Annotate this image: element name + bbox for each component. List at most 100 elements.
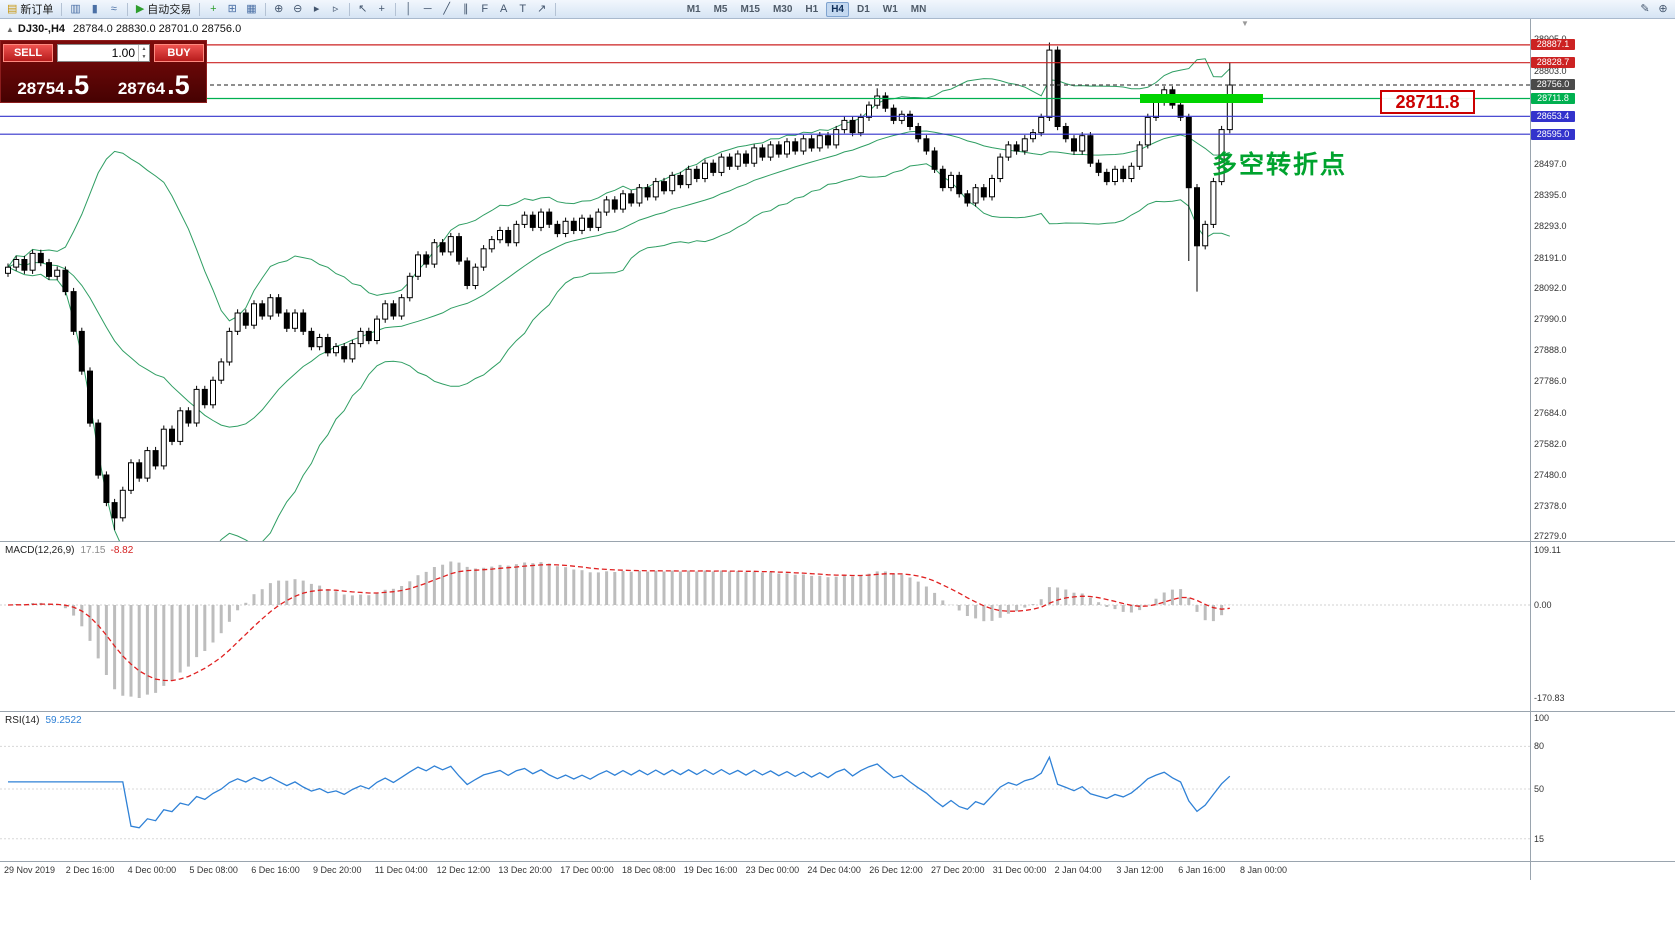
crosshair-button[interactable]: + [373, 1, 391, 18]
candle [1038, 113, 1045, 137]
rsi-scale-label: 15 [1534, 833, 1545, 844]
price-scale-label: 27480.0 [1534, 470, 1567, 481]
candle [144, 446, 151, 482]
buy-price-frac: .5 [167, 70, 190, 101]
candle [980, 184, 987, 201]
sell-price[interactable]: 28754 .5 [3, 63, 104, 101]
candle [267, 294, 274, 320]
timeframe-m30-button[interactable]: M30 [772, 3, 793, 15]
autotrading-button[interactable]: ▶ 自动交易 [132, 1, 195, 18]
timeframe-w1-button[interactable]: W1 [882, 3, 898, 15]
chart-candles-button[interactable]: ▮ [86, 1, 104, 18]
candle [447, 232, 454, 256]
chart-shift-button[interactable]: ▹ [327, 1, 345, 18]
candle [726, 153, 733, 170]
candle [562, 217, 569, 238]
price-scale-label: 27378.0 [1534, 501, 1567, 512]
price-scale[interactable]: 28905.028803.028497.028395.028293.028191… [1531, 18, 1675, 542]
candle [218, 358, 225, 384]
timeframe-mn-button[interactable]: MN [910, 3, 927, 15]
macd-pane[interactable] [0, 542, 1530, 712]
time-label: 8 Jan 00:00 [1240, 865, 1288, 875]
timeframe-h1-button[interactable]: H1 [805, 3, 819, 15]
price-scale-label: 28497.0 [1534, 159, 1567, 170]
sell-price-frac: .5 [66, 70, 90, 101]
trendline-button[interactable]: ╱ [438, 1, 456, 18]
cursor-button[interactable]: ↖ [354, 1, 372, 18]
candle [37, 249, 44, 267]
zoom-in-icon: ⊕ [274, 2, 284, 15]
pane-separator[interactable] [0, 711, 1675, 712]
price-chart[interactable] [0, 18, 1530, 542]
volume-box: ▲ ▼ [57, 44, 150, 62]
highlight-zone[interactable] [1140, 94, 1263, 103]
buy-price[interactable]: 28764 .5 [104, 63, 205, 101]
candle [611, 196, 618, 213]
candle [62, 266, 69, 296]
macd-name: MACD(12,26,9) [5, 545, 75, 556]
turning-point-note[interactable]: 多空转折点 [1212, 151, 1348, 179]
zoom-out-button[interactable]: ⊖ [289, 1, 307, 18]
candle [751, 144, 758, 167]
bollinger-middle [7, 130, 1230, 428]
bollinger-lower [7, 163, 1230, 542]
cursor-icon: ↖ [358, 2, 368, 15]
timeframe-d1-button[interactable]: D1 [857, 3, 870, 15]
tile-windows-button[interactable]: ▦ [242, 1, 260, 18]
candle [1112, 165, 1118, 186]
candle [21, 255, 28, 274]
price-annotation-box[interactable]: 28711.8 [1380, 90, 1475, 114]
arrows-button[interactable]: ↗ [533, 1, 551, 18]
candle [972, 184, 979, 207]
rsi-scale[interactable]: 100 80 50 15 [1531, 712, 1675, 862]
auto-scroll-button[interactable]: ▸ [308, 1, 326, 18]
zoom-in-button[interactable]: ⊕ [270, 1, 288, 18]
candle [201, 385, 208, 409]
chart-bars-button[interactable]: ▥ [66, 1, 84, 18]
macd-scale[interactable]: 109.11 0.00 -170.83 [1531, 542, 1675, 712]
volume-input[interactable] [58, 46, 138, 60]
chart-ohlc-values: 28784.0 28830.0 28701.0 28756.0 [73, 23, 242, 35]
time-label: 18 Dec 08:00 [622, 865, 676, 875]
magnifier-button[interactable]: ⊕ [1654, 1, 1672, 18]
candle [890, 104, 897, 125]
sell-button[interactable]: SELL [3, 44, 53, 62]
text-button[interactable]: A [495, 1, 513, 18]
vertical-line-button[interactable]: │ [400, 1, 418, 18]
indicators-button[interactable]: + [204, 1, 222, 18]
candle [13, 255, 20, 271]
volume-down-button[interactable]: ▼ [141, 54, 147, 60]
candle [374, 315, 380, 345]
indicator-windows-button[interactable]: ⊞ [223, 1, 241, 18]
toolbar-separator [394, 2, 396, 16]
fibonacci-button[interactable]: F [476, 1, 494, 18]
chart-shift-marker[interactable]: ▼ [1241, 19, 1249, 28]
candle [907, 110, 913, 131]
buy-button[interactable]: BUY [154, 44, 204, 62]
candle [1177, 101, 1184, 121]
draw-pencil-button[interactable]: ✎ [1636, 1, 1654, 18]
rsi-pane[interactable] [0, 712, 1530, 862]
timeframe-m15-button[interactable]: M15 [740, 3, 760, 15]
candle [857, 113, 864, 137]
chart-line-button[interactable]: ≈ [105, 1, 123, 18]
one-click-expander[interactable]: ▲ [6, 25, 14, 34]
time-label: 24 Dec 04:00 [807, 865, 861, 875]
horizontal-line-button[interactable]: ─ [419, 1, 437, 18]
channel-button[interactable]: ∥ [457, 1, 475, 18]
toolbar-separator [199, 2, 201, 16]
time-label: 9 Dec 20:00 [313, 865, 362, 875]
volume-up-button[interactable]: ▲ [141, 46, 147, 52]
label-button[interactable]: T [514, 1, 532, 18]
candle [128, 459, 134, 494]
pane-separator[interactable] [0, 541, 1675, 542]
time-axis[interactable]: 29 Nov 2019 2 Dec 16:00 4 Dec 00:00 5 Dec 0… [0, 862, 1675, 880]
time-label: 27 Dec 20:00 [931, 865, 985, 875]
timeframe-m1-button[interactable]: M1 [686, 3, 701, 15]
timeframe-m5-button[interactable]: M5 [713, 3, 728, 15]
new-order-button[interactable]: ▤ 新订单 [3, 1, 57, 18]
macd-indicator-label: MACD(12,26,9) 17.15 -8.82 [5, 545, 133, 556]
candle [95, 419, 102, 479]
timeframe-h4-button[interactable]: H4 [826, 1, 849, 17]
